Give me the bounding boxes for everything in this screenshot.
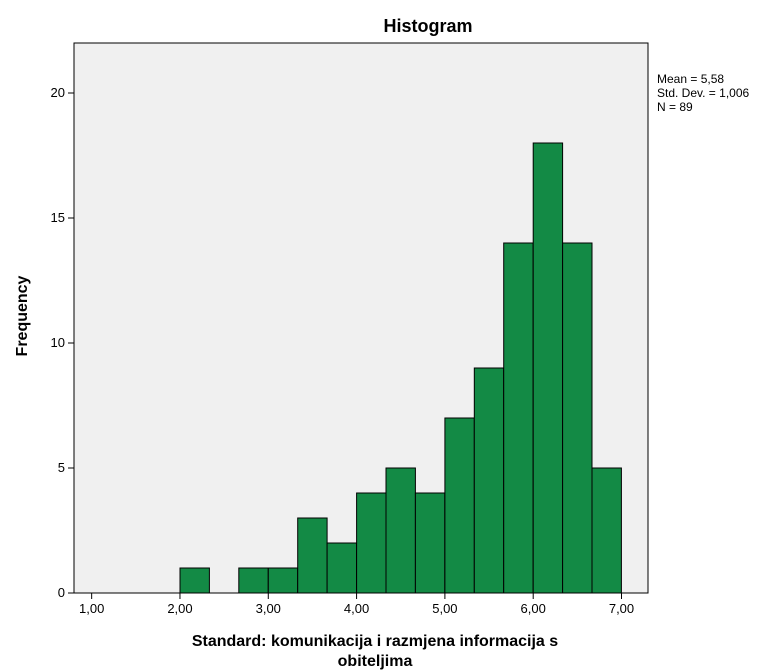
x-tick-label: 5,00 <box>432 601 457 616</box>
histogram-bar <box>385 467 416 594</box>
x-tick-label: 1,00 <box>79 601 104 616</box>
y-tick-label: 5 <box>58 460 65 475</box>
histogram-bar <box>267 567 299 594</box>
histogram-bar <box>532 142 564 594</box>
histogram-bar <box>444 417 475 594</box>
y-tick-label: 10 <box>51 335 65 350</box>
x-tick-label: 7,00 <box>609 601 634 616</box>
histogram-bar <box>297 517 328 594</box>
histogram-bar <box>356 492 387 594</box>
chart-title: Histogram <box>383 16 472 36</box>
histogram-bar <box>326 542 358 594</box>
y-tick-label: 15 <box>51 210 65 225</box>
histogram-bar <box>179 567 210 594</box>
histogram-bar <box>414 492 446 594</box>
histogram-bar <box>473 367 505 594</box>
x-tick-label: 6,00 <box>521 601 546 616</box>
x-axis-ticks: 1,00 2,00 3,00 4,00 5,00 6,00 7,00 <box>79 593 634 616</box>
stats-n: N = 89 <box>657 100 693 114</box>
histogram-bar <box>238 567 269 594</box>
stats-std-dev: Std. Dev. = 1,006 <box>657 86 749 100</box>
y-axis-ticks: 0 5 10 15 20 <box>51 85 74 600</box>
histogram-bar <box>562 242 593 594</box>
x-axis-title-line-1: Standard: komunikacija i razmjena inform… <box>192 633 558 650</box>
y-tick-label: 20 <box>51 85 65 100</box>
stats-mean: Mean = 5,58 <box>657 72 724 86</box>
y-axis-title: Frequency <box>14 275 31 356</box>
histogram-bar <box>591 467 622 594</box>
y-tick-label: 0 <box>58 585 65 600</box>
bars-group <box>179 142 622 594</box>
histogram-bar <box>503 242 534 594</box>
x-tick-label: 4,00 <box>344 601 369 616</box>
x-axis-title-line-2: obiteljima <box>338 653 413 670</box>
x-tick-label: 3,00 <box>256 601 281 616</box>
x-tick-label: 2,00 <box>167 601 192 616</box>
